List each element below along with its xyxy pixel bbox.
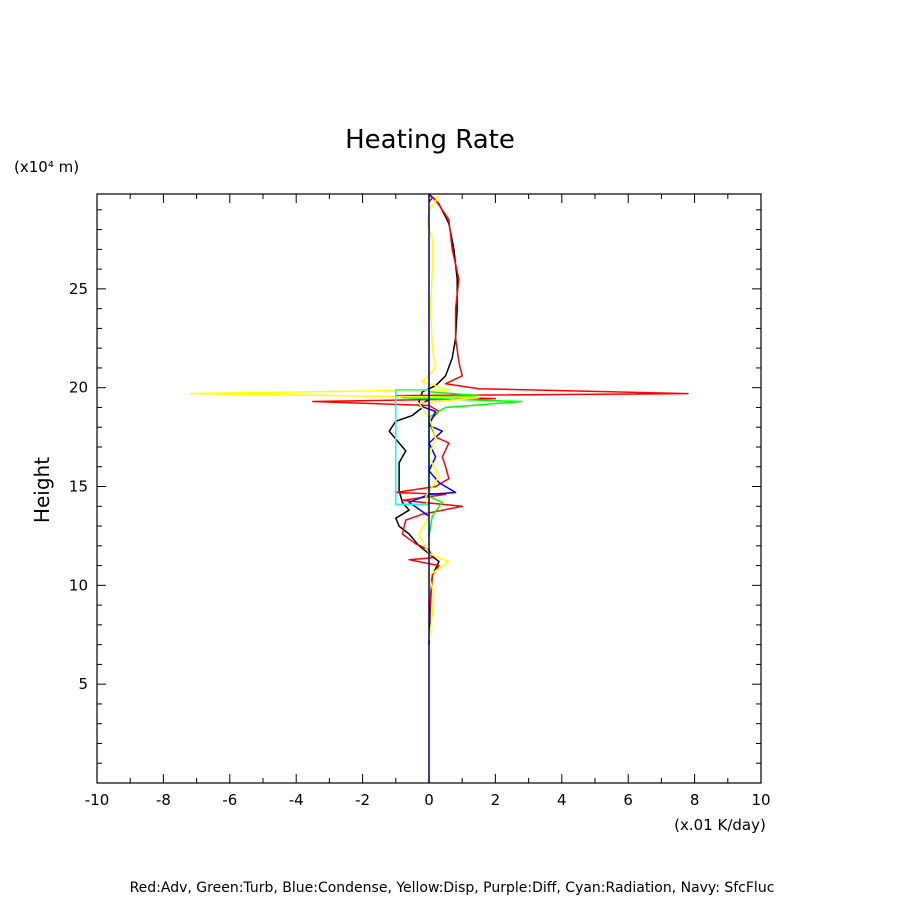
plot-frame (96, 193, 762, 784)
series-line-5 (428, 193, 434, 203)
series-line-4 (189, 195, 480, 641)
y-tick-label: 20 (69, 379, 88, 397)
y-tick-label: 10 (69, 576, 88, 594)
series-line-0 (388, 193, 458, 645)
x-tick-label: 0 (424, 791, 434, 809)
y-tick-label: 15 (69, 478, 88, 496)
x-tick-label: 10 (751, 791, 770, 809)
y-tick-label: 25 (69, 280, 88, 298)
ticks-layer: -10 -8 -6 -4 -2 0 2 4 6 8 10 5 10 15 20 25 (69, 194, 771, 809)
x-tick-label: -8 (156, 791, 171, 809)
x-tick-label: -4 (289, 791, 304, 809)
series-line-6 (395, 388, 429, 506)
x-tick-label: 2 (491, 791, 501, 809)
series-line-1 (312, 193, 689, 625)
y-tick-label: 5 (78, 675, 88, 693)
legend-caption: Red:Adv, Green:Turb, Blue:Condense, Yell… (130, 880, 775, 896)
x-tick-label: -6 (222, 791, 237, 809)
x-tick-label: 8 (690, 791, 700, 809)
y-unit-label: (x10⁴ m) (14, 158, 79, 176)
series-layer (189, 193, 689, 783)
chart-title: Heating Rate (345, 125, 515, 155)
x-unit-label: (x.01 K/day) (674, 816, 766, 834)
x-tick-label: 6 (623, 791, 633, 809)
y-axis-label: Height (30, 457, 54, 523)
x-tick-label: 4 (557, 791, 567, 809)
series-line-2 (401, 385, 523, 537)
x-tick-label: -2 (355, 791, 370, 809)
x-tick-label: -10 (85, 791, 110, 809)
